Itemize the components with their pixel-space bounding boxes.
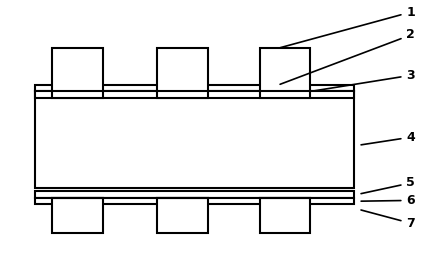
Bar [35, 91, 354, 98]
Text: 5: 5 [361, 176, 415, 194]
Bar [35, 85, 354, 91]
Bar [157, 198, 208, 233]
Bar [260, 48, 310, 98]
Text: 6: 6 [361, 194, 415, 207]
Bar [35, 198, 354, 204]
Bar [157, 48, 208, 98]
Bar [35, 91, 354, 188]
Text: 4: 4 [361, 131, 415, 145]
Bar [52, 198, 103, 233]
Bar [35, 191, 354, 198]
Text: 2: 2 [280, 29, 415, 84]
Text: 1: 1 [280, 6, 415, 48]
Text: 7: 7 [361, 210, 415, 230]
Bar [52, 48, 103, 98]
Bar [260, 198, 310, 233]
Text: 3: 3 [313, 69, 415, 91]
